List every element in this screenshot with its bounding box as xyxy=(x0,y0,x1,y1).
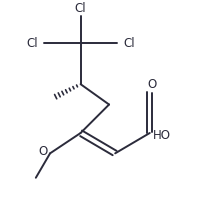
Text: HO: HO xyxy=(153,128,171,142)
Text: O: O xyxy=(39,145,48,158)
Text: Cl: Cl xyxy=(123,37,135,50)
Text: Cl: Cl xyxy=(75,2,86,15)
Text: Cl: Cl xyxy=(26,37,38,50)
Text: O: O xyxy=(147,78,156,91)
